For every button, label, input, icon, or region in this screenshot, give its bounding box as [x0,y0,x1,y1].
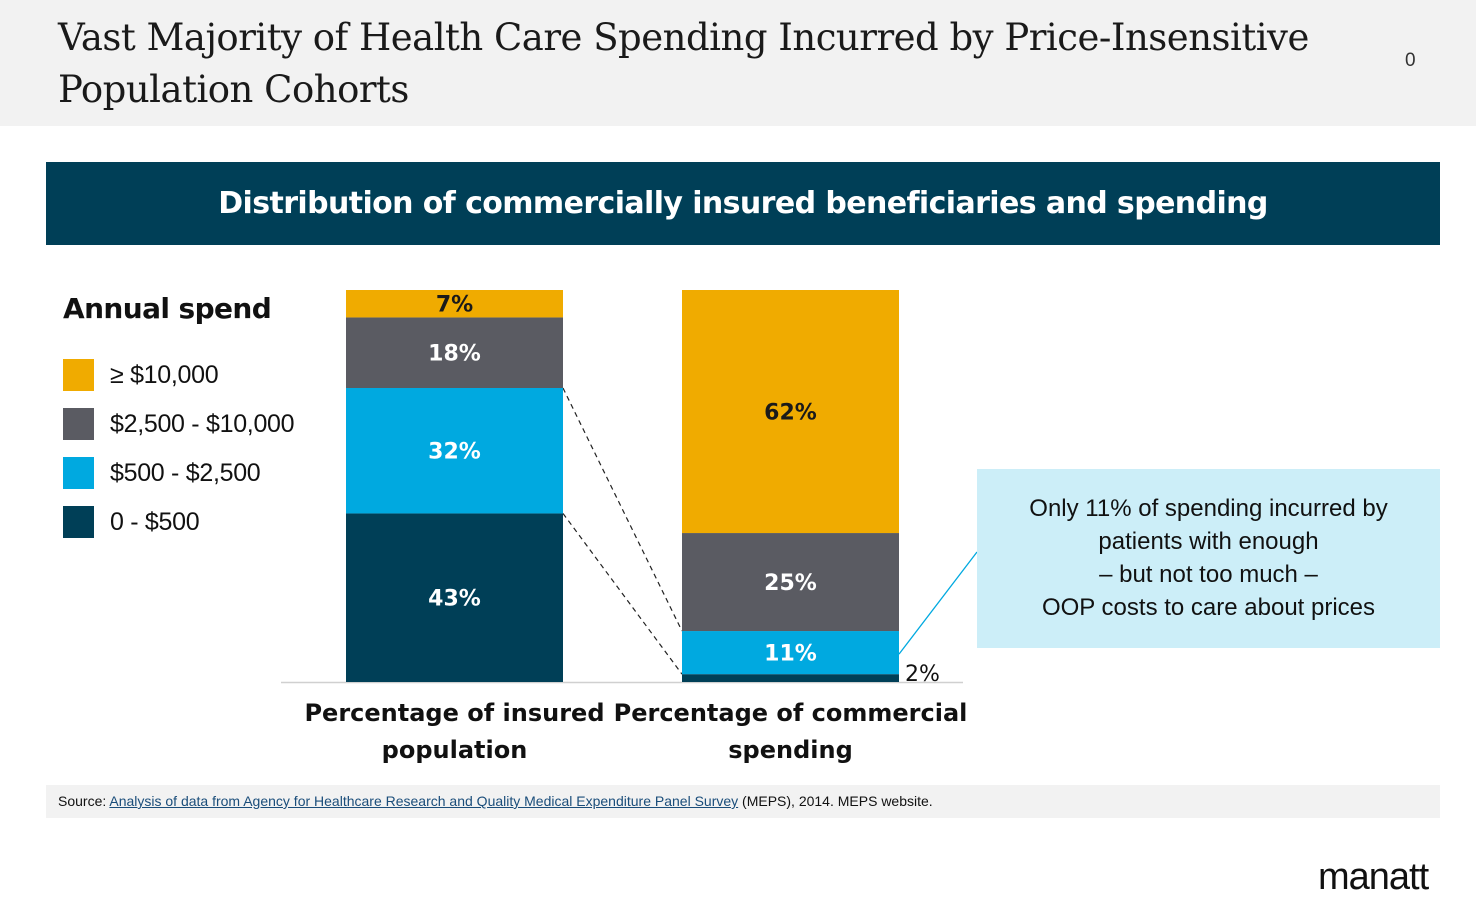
data-label: 2% [905,662,940,687]
legend-label: ≥ $10,000 [110,361,219,389]
category-label: Percentage of commercial [614,699,968,727]
legend-swatch-0-500 [63,506,94,538]
callout-line: Only 11% of spending incurred by [1029,495,1388,522]
bar-segment [346,317,563,388]
page-number: 0 [1405,50,1416,71]
legend-label: 0 - $500 [110,508,200,536]
callout-line: patients with enough [1098,528,1319,555]
category-label: spending [728,736,853,764]
connector-line-bottom [562,513,683,675]
callout-line: OOP costs to care about prices [1041,594,1376,621]
bar-segment [346,290,563,318]
data-label: 43% [428,587,481,612]
bar-segment [682,290,899,534]
data-label: 11% [764,642,817,667]
category-label: Percentage of insured [304,699,604,727]
callout-box: Only 11% of spending incurred by patient… [977,469,1440,648]
legend-label: $2,500 - $10,000 [110,410,295,438]
source-note: Source: Analysis of data from Agency for… [46,785,1440,818]
bar-segment [346,388,563,514]
data-label: 25% [764,571,817,596]
connector-line-top [562,387,683,632]
legend-swatch-2500-10000 [63,408,94,440]
source-prefix: Source: [58,793,110,809]
legend-swatch-500-2500 [63,457,94,489]
legend-swatch-10000-plus [63,359,94,391]
source-suffix: (MEPS), 2014. MEPS website. [738,793,933,809]
data-label: 18% [428,342,481,367]
legend-label: $500 - $2,500 [110,459,261,487]
legend-title: Annual spend [63,292,272,325]
data-label: 62% [764,401,817,426]
page-title: Vast Majority of Health Care Spending In… [58,16,1309,111]
category-label: population [382,736,528,764]
bar-segment [682,631,899,675]
data-label: 7% [436,293,473,318]
title-bar: Vast Majority of Health Care Spending In… [0,0,1476,126]
data-label: 32% [428,440,481,465]
source-link[interactable]: Analysis of data from Agency for Healthc… [109,793,739,809]
bar-segment [682,533,899,632]
callout-line: – but not too much – [1099,561,1318,588]
manatt-logo: manatt [1318,856,1429,898]
bar-segment [682,674,899,682]
bar-segment [346,513,563,682]
callout-pointer-line [898,551,978,655]
chart-banner: Distribution of commercially insured ben… [46,162,1440,245]
